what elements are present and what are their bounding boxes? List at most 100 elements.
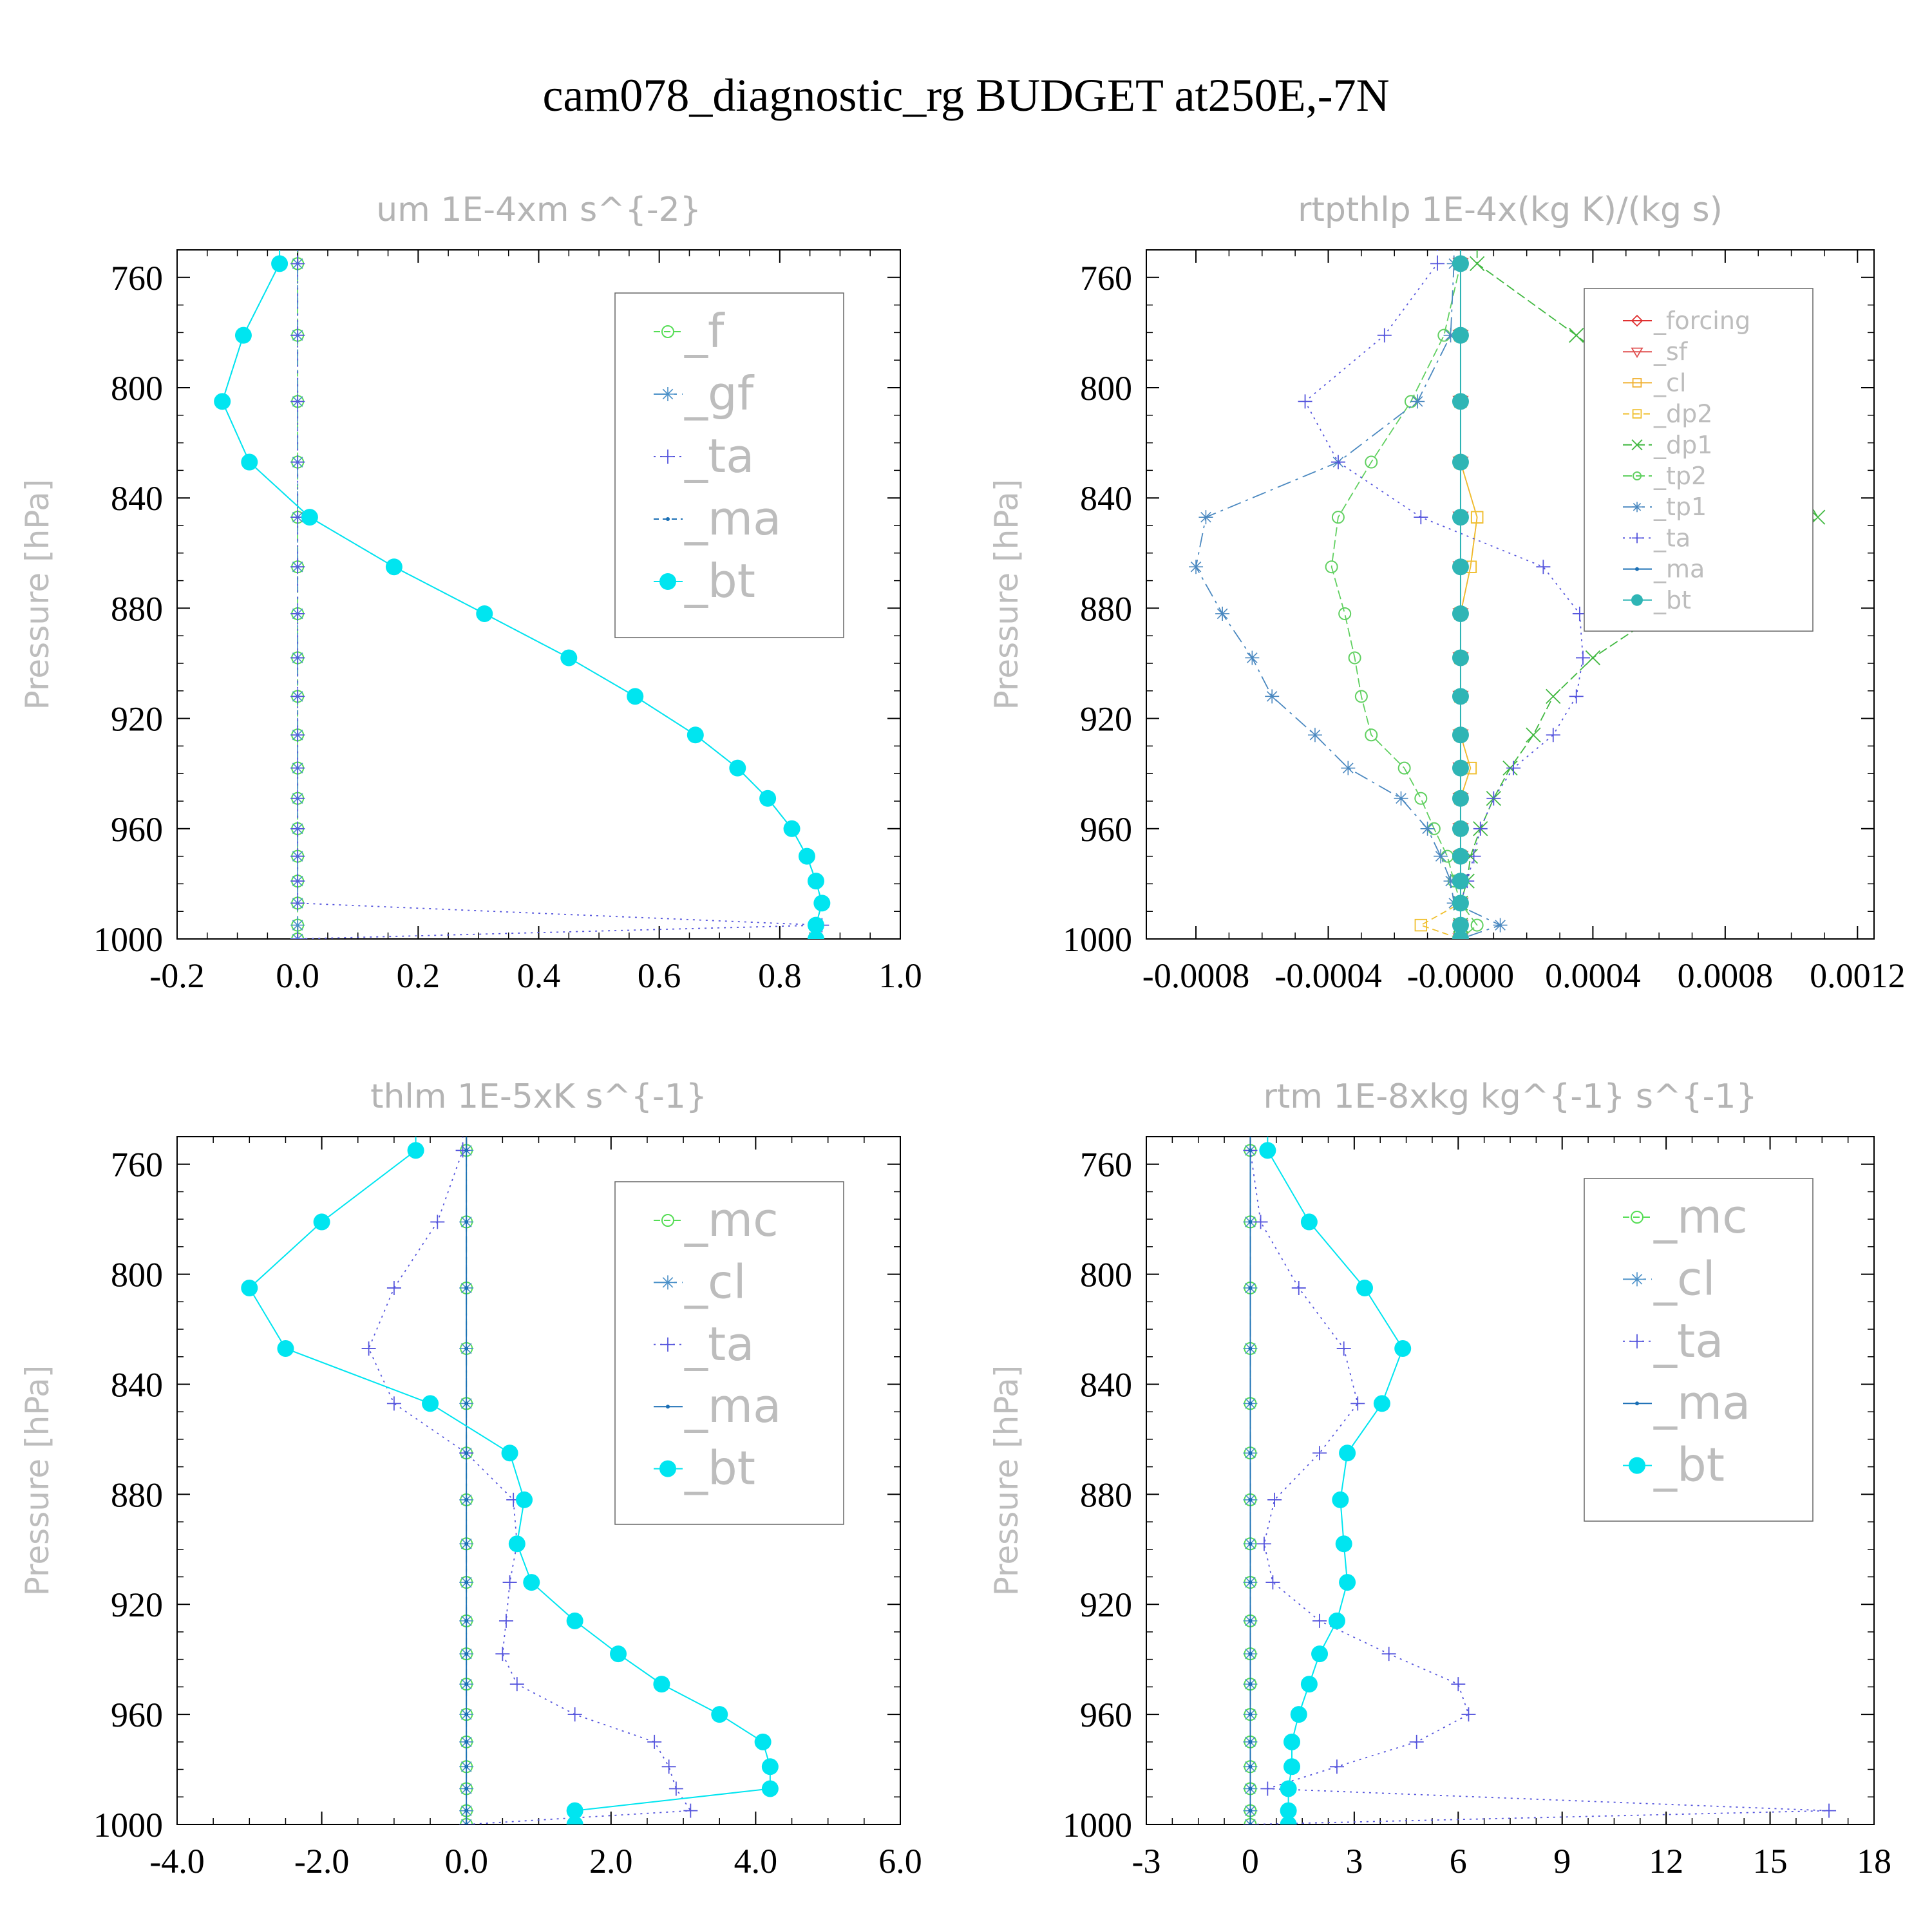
point — [666, 1405, 670, 1409]
point — [711, 1706, 728, 1723]
y-tick-label: 960 — [111, 1696, 163, 1734]
point — [659, 573, 676, 590]
y-tick-label: 960 — [1080, 810, 1132, 849]
point — [1312, 1613, 1327, 1628]
y-tick-label: 840 — [111, 479, 163, 518]
point — [290, 791, 305, 806]
x-tick-label: -2.0 — [294, 1842, 349, 1880]
point — [1329, 1759, 1344, 1774]
point — [1632, 533, 1642, 544]
point — [653, 1676, 670, 1693]
legend-entry: _dp2 — [1623, 400, 1712, 428]
legend: _forcing_sf_cl _dp2 _dp1 _tp2 _tp1 _ta _ma _bt — [1584, 288, 1814, 632]
point — [1335, 1535, 1352, 1553]
point — [1536, 560, 1551, 574]
point — [464, 1580, 469, 1585]
series-bt — [1259, 1137, 1412, 1824]
y-tick-label: 880 — [111, 1475, 163, 1514]
point — [1630, 1334, 1644, 1349]
point — [1377, 328, 1392, 343]
point — [1633, 471, 1642, 480]
point — [464, 1401, 469, 1406]
point — [1245, 650, 1260, 665]
point — [464, 1652, 469, 1656]
point — [290, 761, 305, 775]
y-tick-label: 920 — [1080, 1586, 1132, 1624]
legend-label: _ta — [684, 429, 754, 483]
legend-entry: _cl — [1623, 1251, 1716, 1305]
point — [1280, 1780, 1297, 1797]
point — [661, 325, 674, 338]
series-area — [1189, 250, 1826, 939]
point — [502, 1575, 517, 1590]
point — [290, 849, 305, 864]
point — [1452, 558, 1469, 576]
legend-entry: _dp1 — [1623, 431, 1712, 459]
point — [1452, 393, 1469, 410]
point — [1265, 1575, 1280, 1590]
x-tick-label: 6 — [1450, 1842, 1467, 1880]
point — [1198, 510, 1213, 525]
legend-label: _sf — [1653, 337, 1689, 366]
legend-label: _cl — [1653, 1251, 1716, 1305]
point — [807, 873, 824, 890]
point — [1248, 1682, 1253, 1687]
point — [729, 759, 746, 777]
point — [464, 1346, 469, 1350]
point — [1397, 761, 1411, 775]
point — [1452, 327, 1469, 344]
x-tick-label: 0.0 — [276, 956, 319, 995]
legend-label: _f — [684, 304, 725, 358]
legend-entry: _cl — [654, 1255, 746, 1309]
y-axis-label: Pressure [hPa] — [19, 479, 56, 710]
point — [464, 1808, 469, 1813]
point — [1394, 791, 1408, 806]
point — [290, 256, 305, 271]
y-tick-label: 760 — [1080, 1146, 1132, 1184]
legend-entry: _ta — [1623, 524, 1690, 552]
point — [234, 327, 252, 344]
point — [1265, 689, 1280, 704]
point — [1381, 1647, 1396, 1662]
point — [407, 1142, 424, 1159]
point — [1452, 605, 1469, 622]
point — [1546, 688, 1561, 704]
point — [1631, 1211, 1643, 1224]
legend-label: _ma — [684, 1379, 781, 1433]
point — [1280, 1816, 1297, 1824]
point — [516, 1491, 533, 1508]
point — [1470, 918, 1484, 932]
point — [1576, 650, 1590, 665]
x-tick-label: 18 — [1857, 1842, 1891, 1880]
point — [1452, 820, 1469, 837]
point — [1569, 689, 1584, 704]
legend-entry: _bt — [1623, 1438, 1725, 1492]
point — [290, 328, 305, 343]
point — [1569, 328, 1584, 343]
legend-label: _bt — [1653, 1438, 1725, 1492]
point — [1338, 607, 1352, 620]
legend-entry: _ma — [1623, 555, 1705, 583]
series-line — [1419, 250, 1478, 939]
point — [476, 605, 493, 622]
legend-label: _mc — [1653, 1189, 1748, 1244]
y-tick-label: 960 — [1080, 1696, 1132, 1734]
point — [1430, 256, 1444, 271]
legend-entry: _ta — [654, 1317, 754, 1371]
legend-box — [1584, 288, 1814, 632]
legend-entry: _tp2 — [1623, 462, 1707, 490]
point — [464, 1220, 469, 1224]
point — [798, 848, 815, 865]
point — [1311, 1645, 1329, 1663]
point — [1630, 1272, 1644, 1287]
point — [687, 726, 704, 744]
panel-3: thlm 1E-5xK s^{-1} Pressure [hPa] -4.0 -2.0… — [19, 1077, 922, 1880]
point — [661, 1337, 675, 1352]
point — [1409, 1734, 1424, 1749]
point — [1452, 726, 1469, 744]
minor-ticks — [1146, 1136, 1874, 1824]
point — [422, 1395, 439, 1412]
point — [1822, 1803, 1837, 1818]
legend-entry: _sf — [1623, 337, 1689, 366]
legend-entry: _gf — [654, 366, 755, 421]
